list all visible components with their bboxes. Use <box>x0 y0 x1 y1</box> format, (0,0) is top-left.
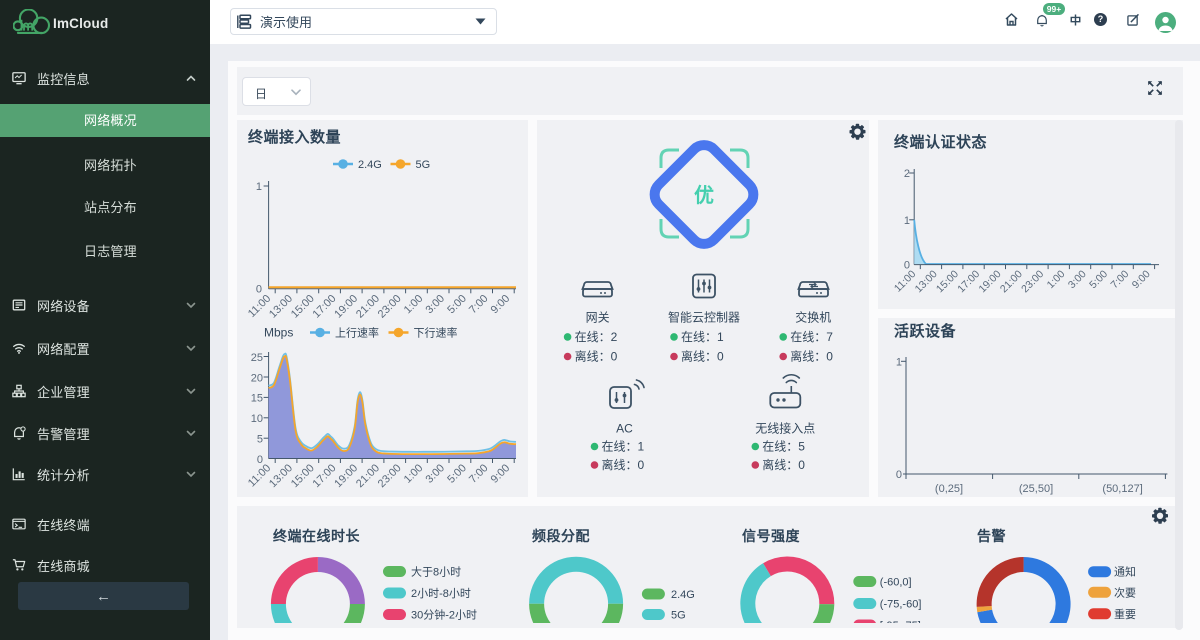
svg-text:(50,127]: (50,127] <box>1102 483 1142 495</box>
svg-text:离线：0: 离线：0 <box>681 349 724 364</box>
svg-text:(25,50]: (25,50] <box>1019 483 1053 495</box>
svg-text:7:00: 7:00 <box>1108 268 1131 291</box>
svg-text:30分钟-2小时: 30分钟-2小时 <box>411 608 477 622</box>
svg-text:23:00: 23:00 <box>376 293 404 321</box>
svg-text:[-95,-75]: [-95,-75] <box>880 620 921 623</box>
svg-text:0: 0 <box>257 454 263 466</box>
svg-text:Mbps: Mbps <box>264 326 293 340</box>
svg-text:5G: 5G <box>416 159 431 171</box>
svg-text:1: 1 <box>904 215 910 227</box>
svg-text:2.4G: 2.4G <box>671 589 695 601</box>
svg-text:19:00: 19:00 <box>332 462 360 490</box>
svg-text:17:00: 17:00 <box>311 462 339 490</box>
svg-text:上行速率: 上行速率 <box>335 326 379 340</box>
svg-text:大于8小时: 大于8小时 <box>411 565 461 579</box>
svg-text:9:00: 9:00 <box>1130 268 1153 291</box>
svg-text:1:00: 1:00 <box>402 293 426 317</box>
svg-text:13:00: 13:00 <box>913 268 940 295</box>
svg-text:7:00: 7:00 <box>467 293 491 317</box>
svg-text:11:00: 11:00 <box>246 293 273 320</box>
svg-text:21:00: 21:00 <box>354 293 382 321</box>
svg-text:5G: 5G <box>671 610 686 622</box>
svg-text:23:00: 23:00 <box>376 462 404 490</box>
svg-text:在线：7: 在线：7 <box>790 330 833 344</box>
svg-text:17:00: 17:00 <box>955 268 982 295</box>
svg-text:3:00: 3:00 <box>1066 268 1089 291</box>
svg-text:离线：0: 离线：0 <box>602 457 645 472</box>
svg-text:(-75,-60]: (-75,-60] <box>880 599 922 611</box>
svg-text:2.4G: 2.4G <box>358 159 382 171</box>
svg-text:1:00: 1:00 <box>402 462 426 486</box>
svg-text:通知: 通知 <box>1114 565 1136 579</box>
svg-text:13:00: 13:00 <box>267 462 295 490</box>
svg-text:2: 2 <box>904 168 910 180</box>
svg-text:10: 10 <box>251 413 263 425</box>
svg-text:(-60,0]: (-60,0] <box>880 577 912 589</box>
svg-text:3:00: 3:00 <box>423 462 447 486</box>
svg-text:15: 15 <box>251 393 263 405</box>
svg-text:5: 5 <box>257 434 263 446</box>
svg-text:智能云控制器: 智能云控制器 <box>668 310 740 325</box>
svg-text:5:00: 5:00 <box>445 462 469 486</box>
svg-text:9:00: 9:00 <box>489 293 513 317</box>
svg-text:5:00: 5:00 <box>1087 268 1110 291</box>
svg-text:11:00: 11:00 <box>246 462 273 489</box>
svg-text:1:00: 1:00 <box>1045 268 1068 291</box>
svg-text:1: 1 <box>256 181 262 193</box>
svg-text:离线：0: 离线：0 <box>790 349 833 364</box>
svg-text:交换机: 交换机 <box>795 310 831 325</box>
svg-text:25: 25 <box>251 352 263 364</box>
svg-text:15:00: 15:00 <box>934 268 961 295</box>
svg-text:17:00: 17:00 <box>311 293 339 321</box>
svg-text:15:00: 15:00 <box>289 462 317 490</box>
svg-text:0: 0 <box>904 260 910 272</box>
svg-text:0: 0 <box>896 469 902 481</box>
svg-text:20: 20 <box>251 372 263 384</box>
svg-text:优: 优 <box>694 183 714 207</box>
svg-text:网关: 网关 <box>586 311 610 325</box>
svg-text:23:00: 23:00 <box>1019 268 1046 295</box>
svg-text:3:00: 3:00 <box>423 293 447 317</box>
svg-text:2小时-8小时: 2小时-8小时 <box>411 587 471 600</box>
svg-text:重要: 重要 <box>1114 607 1136 621</box>
svg-text:7:00: 7:00 <box>467 462 491 486</box>
svg-text:(0,25]: (0,25] <box>935 483 963 495</box>
svg-text:下行速率: 下行速率 <box>414 326 458 340</box>
svg-text:无线接入点: 无线接入点 <box>755 421 815 436</box>
svg-text:0: 0 <box>256 284 262 296</box>
svg-text:13:00: 13:00 <box>267 293 295 321</box>
svg-text:5:00: 5:00 <box>445 293 469 317</box>
svg-text:在线：2: 在线：2 <box>575 330 618 344</box>
svg-text:在线：1: 在线：1 <box>681 330 724 344</box>
svg-text:离线：0: 离线：0 <box>575 349 618 364</box>
svg-text:19:00: 19:00 <box>332 293 360 321</box>
svg-text:1: 1 <box>896 356 902 368</box>
svg-text:AC: AC <box>616 422 633 436</box>
svg-text:11:00: 11:00 <box>892 268 919 295</box>
svg-text:在线：5: 在线：5 <box>762 440 805 454</box>
svg-text:21:00: 21:00 <box>354 462 382 490</box>
svg-text:19:00: 19:00 <box>977 268 1004 295</box>
svg-text:次要: 次要 <box>1114 585 1136 599</box>
svg-text:在线：1: 在线：1 <box>602 440 645 454</box>
svg-text:9:00: 9:00 <box>489 462 513 486</box>
svg-text:21:00: 21:00 <box>998 268 1025 295</box>
svg-text:15:00: 15:00 <box>289 293 317 321</box>
svg-text:离线：0: 离线：0 <box>762 457 805 472</box>
